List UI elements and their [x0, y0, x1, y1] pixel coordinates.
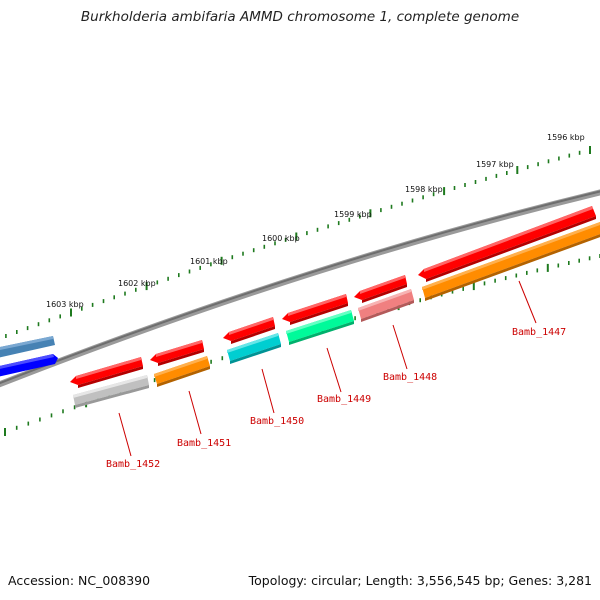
cds-row [70, 206, 596, 388]
chromosome-backbone-shade [0, 190, 600, 385]
gene-row [73, 222, 600, 408]
leader-bamb-1447 [518, 280, 537, 324]
kbp-labels: 1603 kbp 1602 kbp 1601 kbp 1600 kbp 1599… [46, 133, 585, 309]
kbp-label-1603: 1603 kbp [46, 300, 84, 309]
gene-bamb-1451 [154, 356, 210, 384]
leader-bamb-1452 [118, 412, 132, 457]
gene-bamb-1449 [286, 310, 354, 342]
label-leader-lines [118, 280, 537, 457]
gene-bamb-1450 [227, 333, 281, 361]
gene-label-bamb-1449: Bamb_1449 [317, 394, 371, 405]
kbp-label-1599: 1599 kbp [334, 210, 372, 219]
leader-bamb-1448 [392, 324, 408, 370]
gene-bamb-1448 [358, 289, 414, 319]
outer-tick-track [5, 146, 591, 338]
feature-blue-left-highlight [0, 354, 54, 369]
kbp-label-1596: 1596 kbp [547, 133, 585, 142]
kbp-label-1602: 1602 kbp [118, 279, 156, 288]
feature-steelblue-left-highlight [0, 336, 53, 350]
gene-label-bamb-1451: Bamb_1451 [177, 438, 231, 449]
leader-bamb-1449 [326, 347, 342, 393]
kbp-label-1600: 1600 kbp [262, 234, 300, 243]
kbp-label-1597: 1597 kbp [476, 160, 514, 169]
gene-label-bamb-1447: Bamb_1447 [512, 327, 566, 338]
feature-blue-left [0, 354, 58, 377]
leader-bamb-1451 [188, 390, 202, 435]
accession-text: Accession: NC_008390 [8, 573, 151, 588]
gene-labels: Bamb_1452 Bamb_1451 Bamb_1450 Bamb_1449 … [106, 327, 566, 470]
leader-bamb-1450 [261, 368, 275, 414]
gene-label-bamb-1448: Bamb_1448 [383, 372, 437, 383]
gene-label-bamb-1452: Bamb_1452 [106, 459, 160, 470]
chromosome-backbone [0, 189, 600, 388]
kbp-label-1601: 1601 kbp [190, 257, 228, 266]
kbp-label-1598: 1598 kbp [405, 185, 443, 194]
gene-label-bamb-1450: Bamb_1450 [250, 416, 304, 427]
topology-text: Topology: circular; Length: 3,556,545 bp… [248, 573, 592, 588]
map-title: Burkholderia ambifaria AMMD chromosome 1… [80, 9, 520, 25]
